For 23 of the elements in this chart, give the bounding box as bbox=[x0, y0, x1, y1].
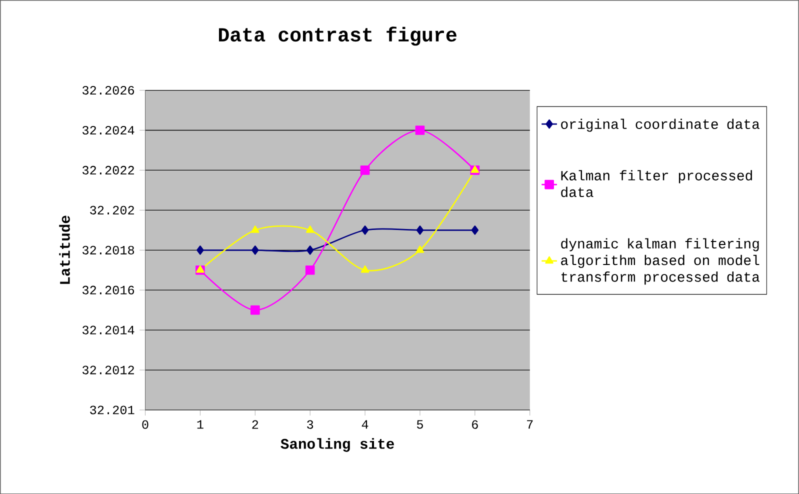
x-tick-label: 5 bbox=[416, 420, 423, 429]
y-tick-label: 32.202 bbox=[90, 206, 134, 214]
y-tick-label: 32.2014 bbox=[82, 326, 134, 334]
chart-title: Data contrast figure bbox=[218, 26, 456, 46]
y-axis-title: Latitude bbox=[59, 216, 70, 284]
x-tick-label: 4 bbox=[362, 420, 368, 428]
y-tick-label: 32.2016 bbox=[82, 286, 134, 294]
x-tick-label: 1 bbox=[197, 420, 204, 428]
x-axis-title: Sanoling site bbox=[280, 438, 394, 452]
y-tick-label: 32.2018 bbox=[82, 246, 134, 254]
x-tick-label: 6 bbox=[472, 420, 478, 429]
y-tick-label: 32.2026 bbox=[82, 86, 134, 94]
y-tick-label: 32.2012 bbox=[82, 366, 134, 374]
y-tick-label: 32.2022 bbox=[82, 166, 134, 174]
y-tick-label: 32.201 bbox=[90, 406, 134, 414]
legend-label: dynamic kalman filtering algorithm based on model transform processed data bbox=[561, 238, 760, 284]
x-tick-label: 0 bbox=[142, 420, 148, 429]
x-tick-label: 3 bbox=[307, 420, 314, 429]
x-tick-label: 2 bbox=[252, 420, 258, 429]
legend-label: Kalman filter processed data bbox=[561, 170, 752, 197]
legend-label: original coordinate data bbox=[561, 118, 760, 132]
x-tick-label: 7 bbox=[527, 420, 533, 428]
y-tick-label: 32.2024 bbox=[82, 126, 134, 134]
